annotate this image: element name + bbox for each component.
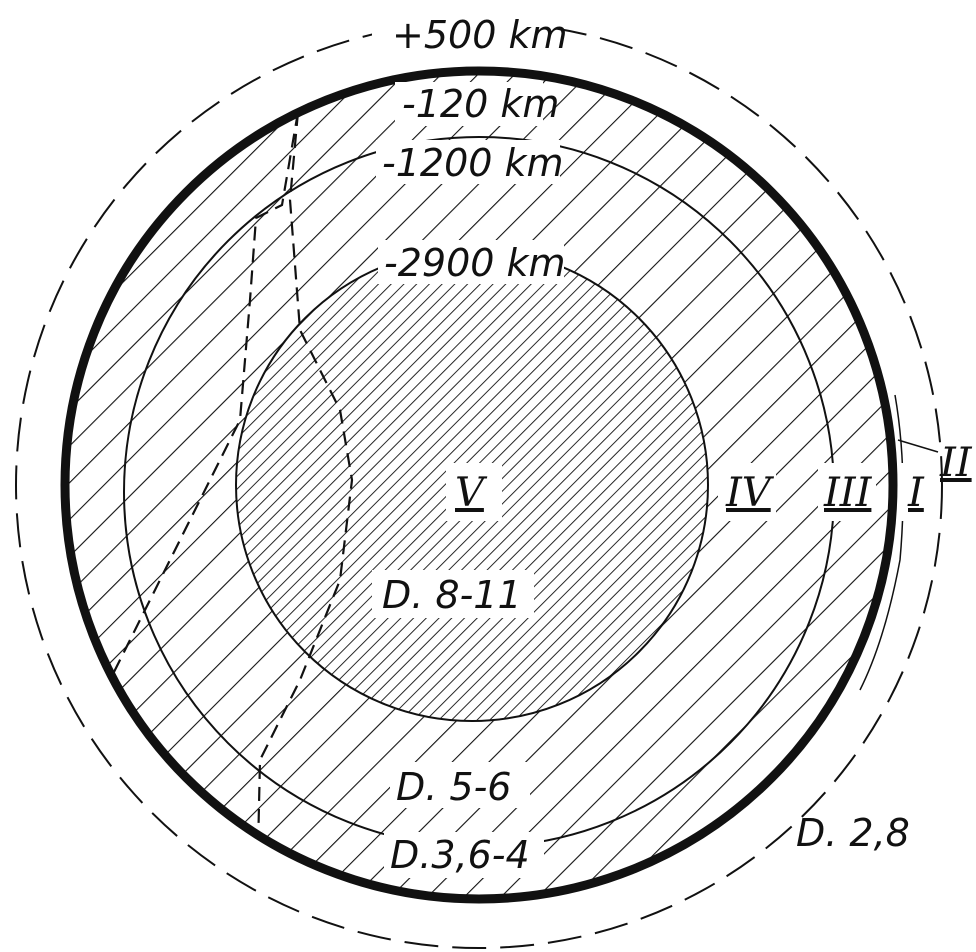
- density-lower-mantle: D. 5-6: [396, 765, 511, 809]
- density-core: D. 8-11: [382, 573, 522, 617]
- density-crust: D. 2,8: [796, 811, 910, 855]
- crust-boundary: [60, 66, 898, 904]
- zone-ii-leader: [897, 439, 939, 453]
- label-minus-120km: -120 km: [402, 82, 559, 126]
- label-plus-500km: +500 km: [392, 13, 567, 57]
- label-minus-2900km: -2900 km: [384, 241, 566, 285]
- dashed-line-right: [256, 111, 354, 851]
- zone-iv-numeral: IV: [725, 470, 775, 516]
- density-upper-mantle: D.3,6-4: [390, 833, 530, 877]
- label-minus-1200km: -1200 km: [382, 141, 564, 185]
- dashed-line-left: [104, 111, 300, 691]
- zone-i-numeral: I: [907, 470, 925, 516]
- zone-iii-numeral: III: [823, 470, 873, 516]
- zone-v-numeral: V: [455, 470, 488, 516]
- zone-ii-numeral: II: [939, 440, 973, 486]
